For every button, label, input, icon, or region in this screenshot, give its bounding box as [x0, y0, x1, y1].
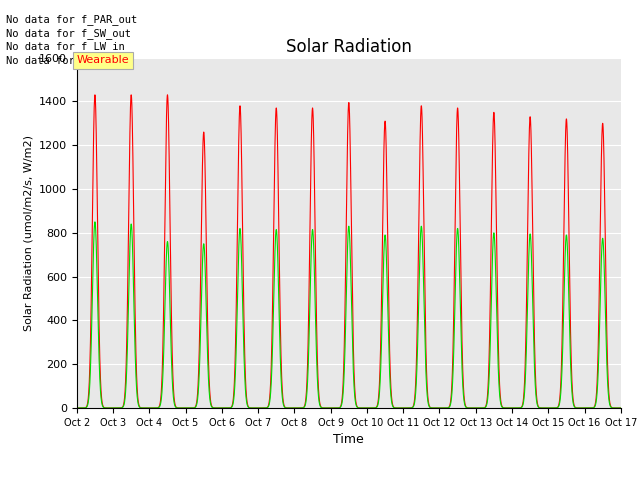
Title: Solar Radiation: Solar Radiation	[286, 38, 412, 56]
Text: No data for f_SW_out: No data for f_SW_out	[6, 28, 131, 39]
Text: No data for f_LW_in: No data for f_LW_in	[6, 41, 125, 52]
X-axis label: Time: Time	[333, 433, 364, 446]
Text: No data for f_PAR_out: No data for f_PAR_out	[6, 14, 138, 25]
Text: Wearable: Wearable	[77, 55, 129, 65]
Text: No data for f_LW_out: No data for f_LW_out	[6, 55, 131, 66]
Legend: PAR_in, SW_in: PAR_in, SW_in	[250, 477, 447, 480]
Y-axis label: Solar Radiation (umol/m2/s, W/m2): Solar Radiation (umol/m2/s, W/m2)	[24, 135, 33, 331]
